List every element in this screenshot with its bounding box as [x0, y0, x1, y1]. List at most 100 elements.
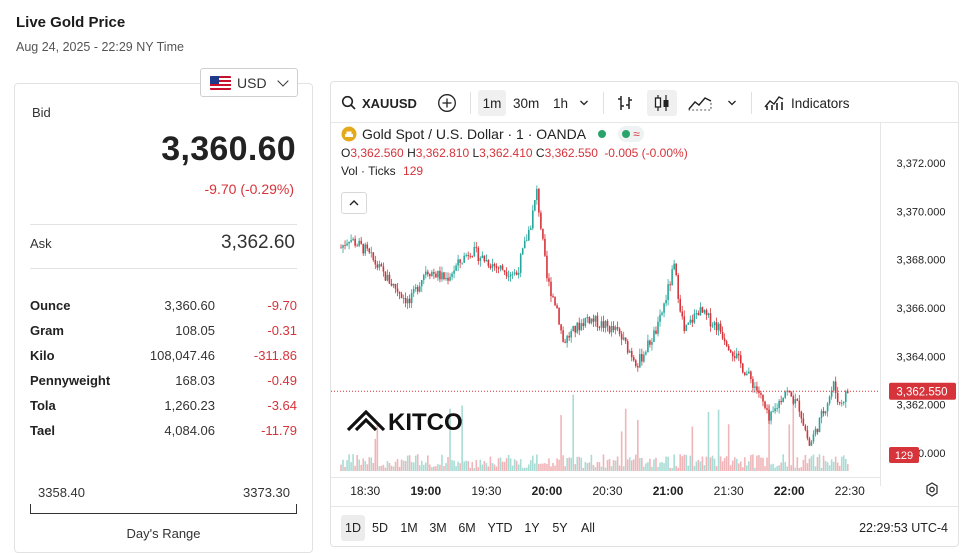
volume-bar [554, 465, 556, 471]
range-1d[interactable]: 1D [341, 515, 365, 541]
unit-price: 108,047.46 [149, 348, 215, 363]
volume-bar [342, 459, 344, 471]
currency-select[interactable]: USD [200, 68, 298, 97]
candle-body [558, 308, 560, 325]
ask-price: 3,362.60 [221, 232, 295, 253]
candle-body [473, 247, 476, 257]
range-ytd[interactable]: YTD [487, 521, 513, 535]
interval-1m[interactable]: 1m [478, 90, 506, 116]
range-all[interactable]: All [581, 521, 595, 535]
volume-tag [889, 447, 919, 463]
volume-bar [814, 466, 817, 471]
volume-bar [699, 461, 702, 471]
divider [30, 224, 297, 225]
candle-body [431, 272, 433, 277]
candle-body [630, 351, 633, 358]
range-1y[interactable]: 1Y [524, 521, 540, 535]
candle-body [568, 335, 570, 338]
candle-body [527, 229, 530, 241]
volume-bar [497, 458, 500, 471]
candle-body [836, 392, 839, 403]
volume-bar [538, 463, 540, 471]
indicators-button[interactable]: Indicators [763, 90, 850, 116]
candles-style-button[interactable] [647, 90, 677, 116]
candle-body [687, 322, 690, 325]
candle-body [818, 417, 821, 433]
price-chart[interactable]: 3,372.000 3,370.000 3,368.000 3,366.000 3,36… [331, 122, 958, 506]
volume-bar [737, 463, 740, 471]
candle-body [374, 259, 377, 265]
candle-body [655, 330, 657, 334]
compare-symbol-button[interactable] [437, 90, 459, 116]
area-style-button[interactable] [687, 90, 713, 116]
candle-body [370, 252, 373, 254]
candle-body [727, 346, 730, 350]
candle-body [721, 331, 724, 339]
candle-body [711, 325, 714, 327]
volume-bar [788, 424, 791, 471]
candle-body [725, 341, 728, 347]
bar-style-button[interactable] [615, 90, 635, 116]
range-5y[interactable]: 5Y [552, 521, 568, 535]
volume-bar [731, 460, 734, 471]
candle-body [465, 255, 467, 256]
volume-bar [467, 461, 470, 471]
volume-bar [671, 467, 673, 471]
divider [30, 268, 297, 269]
volume-value: 129 [403, 164, 424, 178]
unit-row-tola: Tola 1,260.23 -3.64 [30, 398, 300, 423]
candle-body [598, 327, 601, 328]
volume-bar [616, 456, 619, 471]
candle-body [556, 305, 558, 309]
candle-body [840, 402, 843, 404]
volume-bar [406, 455, 409, 471]
candle-body [356, 245, 358, 247]
area-chart-icon [688, 97, 712, 111]
candle-body [667, 284, 669, 300]
collapse-legend-button[interactable] [341, 192, 367, 214]
volume-bar [485, 463, 488, 471]
candle-body [429, 274, 431, 277]
chart-style-dropdown[interactable] [727, 90, 741, 116]
interval-dropdown[interactable] [579, 90, 593, 116]
volume-bar [800, 467, 803, 471]
candle-body [792, 396, 795, 404]
candle-body [582, 323, 585, 327]
settings-gear-icon[interactable] [926, 482, 938, 497]
candle-body [560, 324, 562, 331]
candle-body [416, 287, 419, 292]
candle-body [427, 271, 429, 275]
candle-body [826, 403, 829, 412]
volume-bar [509, 458, 512, 471]
interval-30m[interactable]: 30m [513, 95, 540, 111]
time-tick-label: 18:30 [350, 484, 380, 498]
volume-bar [534, 463, 536, 471]
volume-bar [630, 460, 633, 471]
candle-body [475, 247, 478, 248]
symbol-search[interactable]: XAUUSD [341, 90, 417, 116]
volume-bar [752, 454, 754, 471]
volume-bar [505, 458, 508, 471]
candle-body [564, 341, 566, 343]
volume-bar [846, 464, 849, 471]
range-1m[interactable]: 1M [400, 521, 418, 535]
market-open-dot [598, 130, 607, 138]
unit-change: -3.64 [267, 398, 297, 413]
range-6m[interactable]: 6M [458, 521, 476, 535]
volume-bar [481, 464, 484, 471]
interval-1h[interactable]: 1h [553, 95, 569, 111]
candle-body [588, 316, 591, 324]
candle-body [382, 266, 385, 272]
candle-body [521, 248, 524, 255]
range-3m[interactable]: 3M [429, 521, 447, 535]
volume-bar [453, 460, 455, 471]
price-tick-label: 3,364.000 [897, 351, 946, 363]
range-5d[interactable]: 5D [372, 521, 388, 535]
volume-bar [790, 465, 793, 471]
candle-body [796, 399, 799, 401]
candle-body [770, 411, 772, 421]
volume-bar [596, 461, 599, 471]
volume-bar [477, 467, 480, 471]
candle-body [691, 319, 694, 323]
candle-body [422, 274, 425, 281]
